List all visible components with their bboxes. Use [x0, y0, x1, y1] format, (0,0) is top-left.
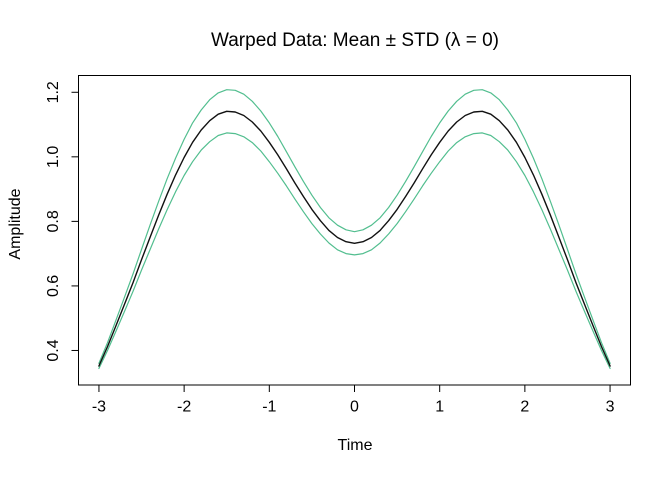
- y-tick-label: 1.2: [45, 81, 62, 103]
- plot-frame: [78, 75, 631, 386]
- curve-mean-minus-std: [98, 132, 611, 370]
- x-tick-label: -3: [92, 399, 106, 416]
- curve-mean-plus-std: [98, 89, 611, 364]
- plot-title: Warped Data: Mean ± STD (λ = 0): [211, 30, 499, 51]
- x-tick-label: -2: [177, 399, 191, 416]
- x-tick-label: 0: [350, 399, 359, 416]
- x-tick-label: 3: [606, 399, 615, 416]
- y-tick-label: 0.4: [45, 339, 62, 361]
- y-tick-label: 0.8: [45, 210, 62, 232]
- y-tick-label: 0.6: [45, 275, 62, 297]
- x-tick-label: 2: [520, 399, 529, 416]
- curve-mean: [98, 110, 611, 367]
- x-tick-label: 1: [435, 399, 444, 416]
- x-tick-label: -1: [262, 399, 276, 416]
- y-tick-label: 1.0: [45, 146, 62, 168]
- x-axis-label: Time: [337, 437, 373, 454]
